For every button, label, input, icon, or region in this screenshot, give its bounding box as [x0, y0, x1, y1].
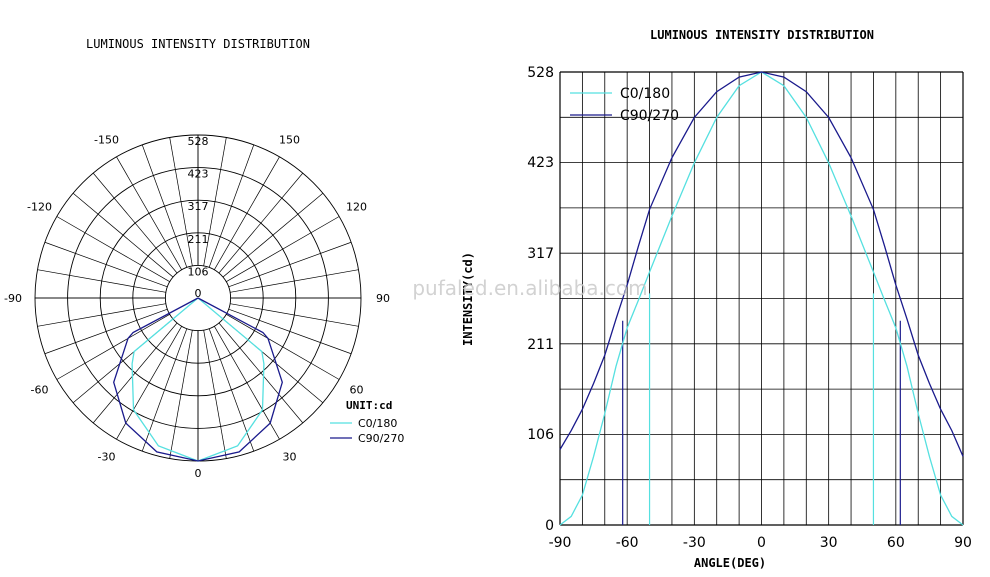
- polar-ring-labels: 106 211 317 423 528: [188, 135, 209, 278]
- polar-angle-label: -90: [4, 292, 22, 305]
- polar-unit-label: UNIT:cd: [346, 399, 392, 412]
- polar-title: LUMINOUS INTENSITY DISTRIBUTION: [86, 37, 310, 51]
- polar-ring-label: 423: [188, 168, 209, 181]
- cartesian-y-tick-label: 0: [545, 518, 554, 534]
- polar-series: [113, 297, 283, 462]
- polar-ring: [99, 199, 297, 397]
- polar-legend: C0/180 C90/270: [330, 417, 404, 445]
- cartesian-y-tick-label: 423: [527, 155, 554, 171]
- cartesian-y-axis-label: INTENSITY(cd): [461, 252, 475, 346]
- cartesian-x-tick-label: 60: [887, 535, 905, 551]
- polar-legend-c90: C90/270: [358, 432, 404, 445]
- cartesian-series: [559, 71, 964, 526]
- cartesian-x-tick-label: -90: [549, 535, 572, 551]
- cartesian-y-ticks: 0 106 211 317 423 528: [527, 65, 554, 534]
- cartesian-chart: LUMINOUS INTENSITY DISTRIBUTION 0 106 211 3…: [461, 28, 972, 570]
- cartesian-title: LUMINOUS INTENSITY DISTRIBUTION: [650, 28, 874, 42]
- cartesian-legend: C0/180 C90/270: [570, 86, 679, 124]
- polar-angle-label: -150: [94, 134, 119, 147]
- cartesian-y-tick-label: 528: [527, 65, 554, 81]
- polar-angle-label: 120: [346, 201, 367, 214]
- cartesian-x-tick-label: 0: [757, 535, 766, 551]
- polar-center-label: 0: [195, 287, 202, 300]
- polar-angle-label: -120: [27, 201, 52, 214]
- polar-series-line-c90-270: [113, 297, 283, 462]
- polar-chart: LUMINOUS INTENSITY DISTRIBUTION 106 211 31…: [4, 37, 404, 480]
- polar-angle-label: -60: [31, 384, 49, 397]
- cartesian-y-tick-label: 317: [527, 246, 554, 262]
- polar-grid: [34, 134, 362, 462]
- polar-legend-c0: C0/180: [358, 417, 397, 430]
- polar-angle-label: 0: [195, 467, 202, 480]
- cartesian-x-tick-label: 30: [820, 535, 838, 551]
- cartesian-y-tick-label: 211: [527, 337, 554, 353]
- polar-angle-label: 30: [283, 450, 297, 463]
- polar-ring-label: 317: [188, 200, 209, 213]
- cartesian-y-tick-label: 106: [527, 427, 554, 443]
- polar-angle-label: 150: [279, 134, 300, 147]
- polar-ring-label: 528: [188, 135, 209, 148]
- polar-ring-label: 106: [188, 265, 209, 278]
- cartesian-x-tick-label: -30: [683, 535, 706, 551]
- cartesian-x-axis-label: ANGLE(DEG): [694, 556, 766, 570]
- polar-angle-label: 90: [376, 292, 390, 305]
- cartesian-x-tick-label: -60: [616, 535, 639, 551]
- cartesian-grid: [559, 71, 964, 526]
- polar-angle-label: -30: [98, 450, 116, 463]
- cartesian-legend-c90: C90/270: [620, 108, 679, 124]
- polar-ring: [132, 232, 264, 364]
- cartesian-x-ticks: -90 -60 -30 0 30 60 90: [549, 535, 972, 551]
- polar-ring-label: 211: [188, 233, 209, 246]
- polar-angle-label: 60: [349, 384, 363, 397]
- watermark: pufaled.en.alibaba.com: [412, 276, 647, 300]
- cartesian-x-tick-label: 90: [954, 535, 972, 551]
- cartesian-series-line-c90-270: [559, 71, 964, 457]
- polar-angle-labels: -150 150 -120 120 -90 90 -60 60 -30 30 0: [4, 134, 390, 480]
- cartesian-legend-c0: C0/180: [620, 86, 670, 102]
- polar-ring: [67, 167, 329, 429]
